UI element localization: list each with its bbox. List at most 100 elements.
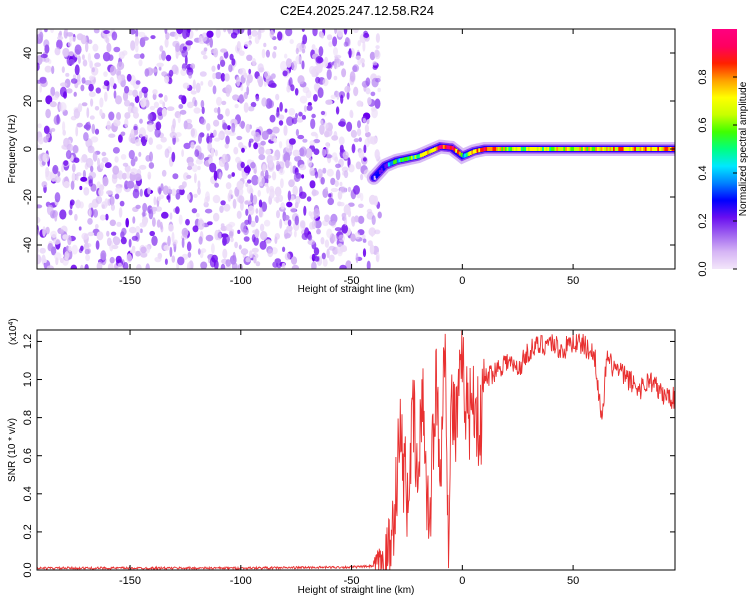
noise-blob: [83, 187, 90, 196]
noise-blob: [220, 200, 226, 206]
noise-blob: [61, 66, 65, 73]
noise-blob: [56, 114, 60, 125]
noise-blob: [234, 186, 240, 197]
noise-blob: [54, 175, 61, 183]
noise-blob: [252, 194, 258, 205]
noise-blob: [112, 165, 120, 175]
noise-blob: [254, 215, 259, 224]
ridge-cell: [393, 160, 396, 165]
noise-blob: [54, 212, 58, 222]
noise-blob: [56, 39, 63, 50]
noise-blob: [70, 78, 78, 84]
noise-blob: [273, 46, 277, 50]
noise-blob: [65, 150, 72, 160]
ridge-cell: [577, 147, 580, 151]
ridge-cell: [412, 155, 416, 160]
noise-blob: [291, 117, 298, 125]
noise-blob: [64, 29, 68, 33]
noise-blob: [43, 57, 50, 63]
noise-blob: [234, 44, 242, 54]
noise-blob: [136, 264, 142, 269]
noise-blob: [171, 188, 177, 196]
noise-blob: [301, 232, 309, 240]
noise-blob: [271, 155, 277, 161]
noise-blob: [94, 128, 100, 135]
colorbar-tick-label: 0.4: [697, 165, 709, 180]
noise-blob: [260, 201, 268, 212]
noise-blob: [299, 146, 307, 157]
noise-blob: [326, 34, 333, 41]
noise-blob: [328, 254, 335, 262]
noise-blob: [186, 241, 192, 252]
noise-blob: [309, 140, 316, 146]
ridge-cell: [435, 146, 439, 151]
noise-blob: [197, 187, 201, 195]
noise-blob: [171, 231, 175, 243]
noise-blob: [372, 61, 378, 66]
noise-blob: [63, 181, 70, 189]
noise-blob: [153, 101, 159, 109]
noise-blob: [85, 41, 89, 53]
noise-blob: [140, 98, 147, 108]
noise-blob: [296, 117, 304, 123]
noise-blob: [282, 70, 288, 77]
noise-blob: [363, 144, 367, 154]
colorbar-tick-label: 0.6: [697, 117, 709, 132]
noise-blob: [255, 95, 260, 102]
noise-blob: [133, 106, 139, 114]
noise-blob: [343, 215, 348, 226]
noise-blob: [38, 136, 44, 145]
noise-blob: [246, 184, 253, 194]
noise-blob: [246, 79, 250, 87]
ridge-cell: [430, 148, 433, 153]
snr-panel: -150 -100 -50 0 50 0.0 0.2 0.4 0.6 0.8 1.0 1.2 Hei…: [7, 318, 676, 596]
noise-blob: [325, 142, 330, 147]
noise-blob: [72, 74, 77, 79]
noise-blob: [374, 49, 380, 58]
noise-blob: [47, 243, 54, 252]
noise-blob: [37, 123, 42, 129]
noise-blob: [347, 186, 352, 193]
noise-blob: [363, 33, 370, 38]
noise-blob: [178, 188, 185, 196]
ridge-cell: [434, 147, 437, 152]
noise-blob: [175, 50, 179, 59]
ridge-cell: [455, 148, 458, 153]
noise-blob: [322, 258, 328, 267]
noise-blob: [236, 210, 242, 219]
noise-blob: [325, 186, 328, 192]
ridge-cell: [533, 147, 536, 151]
noise-blob: [367, 97, 372, 106]
noise-blob: [135, 250, 141, 257]
noise-blob: [251, 130, 257, 137]
noise-blob: [280, 178, 284, 189]
noise-blob: [250, 162, 256, 169]
noise-blob: [186, 29, 191, 33]
noise-blob: [207, 221, 213, 226]
spectrogram-x-axis: -150 -100 -50 0 50: [119, 29, 579, 287]
noise-blob: [196, 213, 200, 218]
noise-blob: [129, 29, 136, 35]
ridge-cell: [529, 147, 533, 151]
noise-blob: [235, 156, 241, 163]
noise-blob: [52, 164, 59, 175]
ridge-cell: [409, 156, 412, 161]
noise-blob: [301, 114, 306, 120]
noise-blob: [102, 176, 109, 187]
noise-blob: [307, 239, 316, 246]
noise-blob: [82, 59, 88, 67]
noise-blob: [234, 103, 239, 109]
noise-blob: [70, 264, 78, 269]
noise-blob: [70, 180, 75, 190]
noise-blob: [131, 235, 138, 241]
noise-blob: [152, 92, 157, 101]
noise-blob: [74, 44, 82, 55]
ridge-cell: [391, 160, 394, 165]
noise-blob: [60, 82, 68, 87]
noise-blob: [250, 101, 257, 108]
noise-blob: [168, 69, 174, 77]
noise-blob: [203, 47, 208, 52]
noise-blob: [238, 244, 242, 250]
noise-blob: [94, 106, 100, 111]
noise-blob: [180, 68, 187, 76]
